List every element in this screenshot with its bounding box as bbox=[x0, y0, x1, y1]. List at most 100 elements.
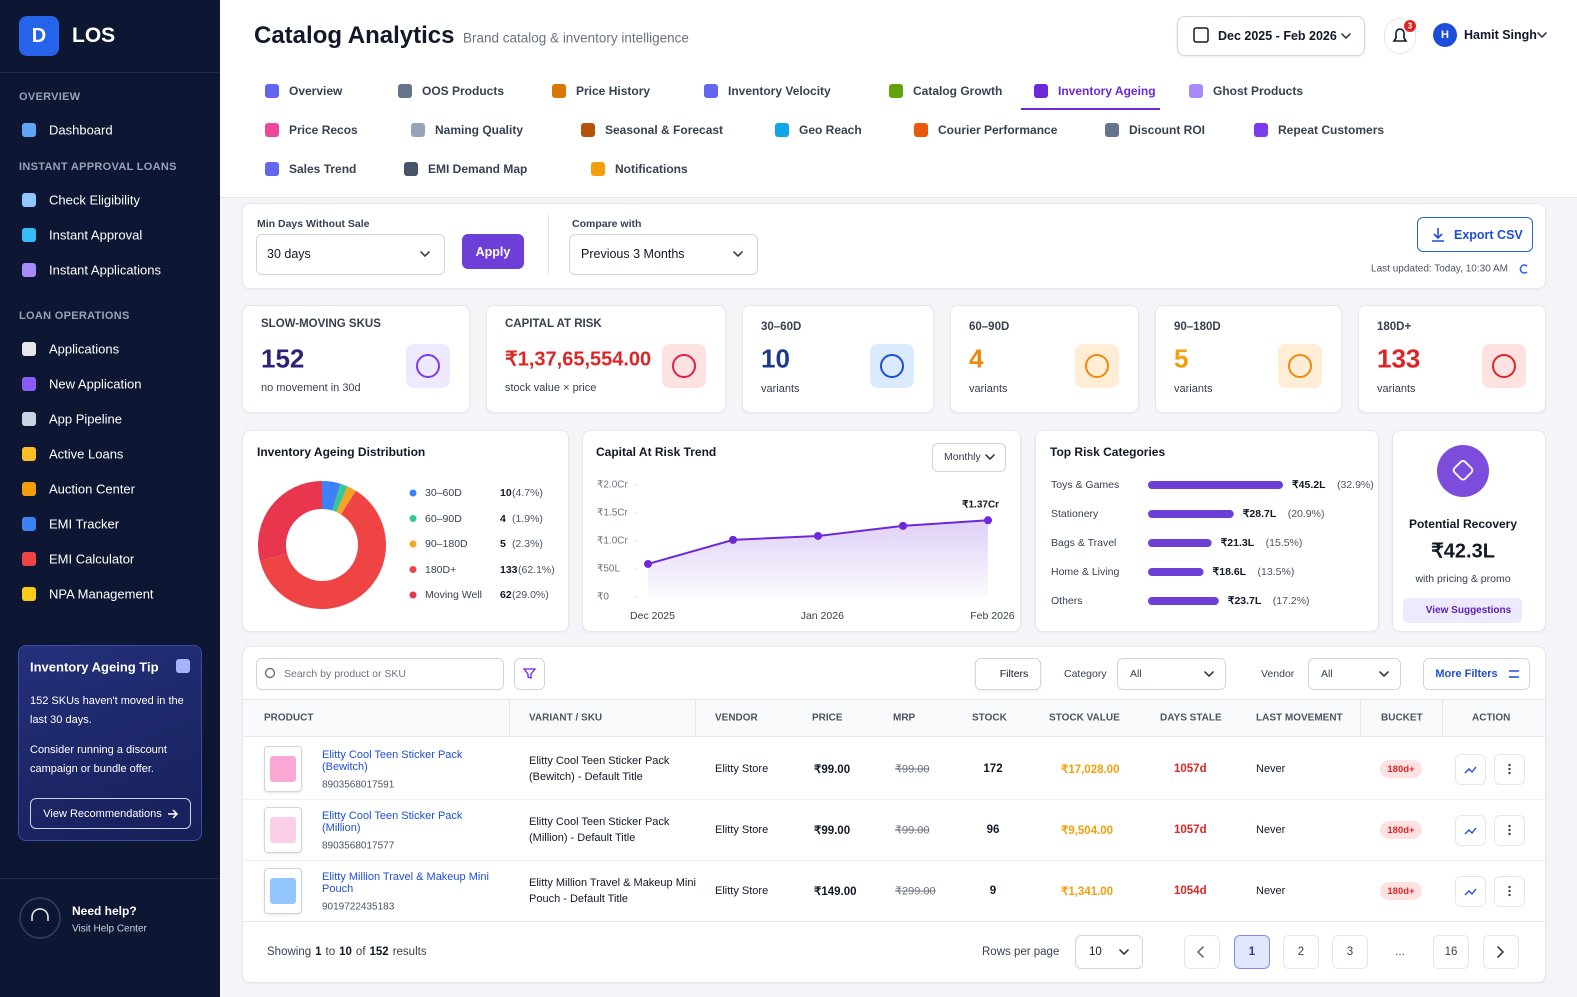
more-action[interactable] bbox=[1494, 815, 1525, 846]
nav-item[interactable]: Dashboard bbox=[49, 122, 113, 138]
filters-button[interactable]: Filters bbox=[975, 658, 1041, 690]
select[interactable] bbox=[1308, 658, 1401, 690]
mrp: ₹99.00 bbox=[895, 824, 930, 837]
legend-value: 5 bbox=[500, 538, 506, 550]
kpi-value: 133 bbox=[1377, 343, 1421, 374]
date-picker[interactable] bbox=[1177, 16, 1365, 56]
tab[interactable]: Seasonal & Forecast bbox=[605, 123, 724, 137]
select-value: All bbox=[1321, 668, 1333, 680]
kpi-card bbox=[950, 305, 1139, 413]
product-name[interactable]: Elitty Million Travel & Makeup Mini Pouc… bbox=[322, 871, 489, 895]
legend-label: 30–60D bbox=[425, 487, 462, 499]
tab[interactable]: Sales Trend bbox=[289, 162, 357, 176]
select[interactable] bbox=[256, 234, 445, 275]
user-name: Hamit Singh bbox=[1464, 28, 1537, 42]
period-value: Monthly bbox=[944, 451, 981, 463]
tab[interactable]: Geo Reach bbox=[799, 123, 862, 137]
kpi-label: CAPITAL AT RISK bbox=[505, 318, 602, 330]
bucket-pill: 180d+ bbox=[1380, 821, 1422, 839]
nav-item[interactable]: NPA Management bbox=[49, 586, 154, 602]
suggestions-button[interactable]: View Suggestions bbox=[1403, 598, 1522, 623]
tip-title: Inventory Ageing Tip bbox=[30, 659, 159, 675]
period-select[interactable] bbox=[932, 443, 1006, 472]
legend-value: 10 bbox=[500, 487, 512, 499]
chart-action[interactable] bbox=[1455, 754, 1486, 785]
more-action[interactable] bbox=[1494, 876, 1525, 907]
last-movement: Never bbox=[1256, 824, 1286, 836]
vendor: Elitty Store bbox=[715, 763, 769, 775]
tab[interactable]: Overview bbox=[289, 84, 343, 98]
x-tick-label: Jan 2026 bbox=[800, 610, 844, 622]
select[interactable] bbox=[569, 234, 758, 275]
sidebar-section-title: OVERVIEW bbox=[19, 91, 81, 103]
filter-icon-button[interactable] bbox=[514, 658, 545, 690]
days-stale: 1057d bbox=[1174, 763, 1207, 775]
kpi-value: 4 bbox=[969, 343, 984, 374]
nav-item[interactable]: App Pipeline bbox=[49, 411, 122, 427]
chart-action[interactable] bbox=[1455, 815, 1486, 846]
recovery-title: Potential Recovery bbox=[1408, 517, 1518, 531]
legend-value: 133 bbox=[500, 563, 518, 576]
more-action[interactable] bbox=[1494, 754, 1525, 785]
variant: Elitty Cool Teen Sticker Pack (Bewitch) … bbox=[529, 755, 670, 783]
value-label: ₹45.2L bbox=[1292, 479, 1326, 491]
nav-item[interactable]: Auction Center bbox=[49, 481, 135, 497]
nav-item[interactable]: Active Loans bbox=[49, 446, 124, 462]
tab[interactable]: Price History bbox=[576, 84, 651, 98]
tab[interactable]: Catalog Growth bbox=[913, 84, 1003, 98]
page-title: Catalog Analytics bbox=[254, 22, 455, 49]
kpi-value: ₹1,37,65,554.00 bbox=[505, 348, 652, 371]
vendor: Elitty Store bbox=[715, 824, 769, 836]
nav-item[interactable]: New Application bbox=[49, 376, 142, 392]
product-name[interactable]: Elitty Cool Teen Sticker Pack (Bewitch) bbox=[322, 749, 463, 773]
more-filters-button[interactable]: More Filters bbox=[1423, 658, 1530, 690]
value-label: ₹18.6L bbox=[1212, 566, 1247, 578]
prev-button[interactable] bbox=[1184, 935, 1220, 969]
search-input[interactable] bbox=[256, 658, 504, 690]
export-button[interactable] bbox=[1417, 217, 1533, 252]
product-sku: 8903568017591 bbox=[322, 779, 395, 791]
filter-bar bbox=[242, 203, 1546, 289]
tab[interactable]: Price Recos bbox=[289, 123, 358, 137]
nav-item[interactable]: Instant Applications bbox=[49, 262, 162, 278]
tab[interactable]: Discount ROI bbox=[1129, 123, 1206, 137]
tab[interactable]: Inventory Velocity bbox=[728, 84, 831, 98]
tab[interactable]: Notifications bbox=[615, 162, 688, 176]
next-button[interactable] bbox=[1483, 935, 1519, 969]
nav-item[interactable]: Check Eligibility bbox=[49, 192, 141, 208]
page-button[interactable]: 3 bbox=[1332, 935, 1368, 969]
tip-text: Consider running a discount campaign or … bbox=[30, 744, 167, 775]
apply-button[interactable]: Apply bbox=[462, 234, 524, 269]
page-button[interactable]: 2 bbox=[1283, 935, 1319, 969]
page-button[interactable]: 1 bbox=[1234, 935, 1270, 969]
help-title: Need help? bbox=[72, 904, 137, 918]
nav-item[interactable]: Applications bbox=[49, 341, 120, 357]
nav-item[interactable]: Instant Approval bbox=[49, 227, 143, 243]
page-subtitle: Brand catalog & inventory intelligence bbox=[463, 30, 689, 46]
rows-per-page-label: Rows per page bbox=[982, 946, 1060, 958]
tab[interactable]: EMI Demand Map bbox=[428, 162, 528, 176]
help-link[interactable]: Visit Help Center bbox=[72, 923, 147, 935]
sidebar-section-title: INSTANT APPROVAL LOANS bbox=[19, 161, 177, 173]
kpi-value: 10 bbox=[761, 343, 790, 374]
notification-button[interactable] bbox=[1384, 18, 1416, 54]
select[interactable] bbox=[1117, 658, 1226, 690]
product-name[interactable]: Elitty Cool Teen Sticker Pack (Million) bbox=[322, 810, 463, 834]
nav-item[interactable]: EMI Calculator bbox=[49, 551, 135, 567]
tip-button[interactable]: View Recommendations bbox=[30, 798, 191, 829]
tab[interactable]: Courier Performance bbox=[938, 123, 1058, 137]
page-button[interactable]: 16 bbox=[1433, 935, 1469, 969]
filter-label: Min Days Without Sale bbox=[257, 218, 370, 230]
nav-item[interactable]: EMI Tracker bbox=[49, 516, 120, 532]
tab[interactable]: Ghost Products bbox=[1213, 84, 1304, 98]
tab[interactable]: OOS Products bbox=[422, 84, 505, 98]
select[interactable] bbox=[1075, 935, 1143, 969]
row-divider bbox=[243, 860, 1545, 861]
tab[interactable]: Inventory Ageing bbox=[1058, 84, 1156, 98]
legend-share: (1.9%) bbox=[512, 512, 543, 525]
tab[interactable]: Naming Quality bbox=[435, 123, 524, 137]
chart-action[interactable] bbox=[1455, 876, 1486, 907]
tab[interactable]: Repeat Customers bbox=[1278, 123, 1385, 137]
legend-label: 90–180D bbox=[425, 538, 468, 550]
